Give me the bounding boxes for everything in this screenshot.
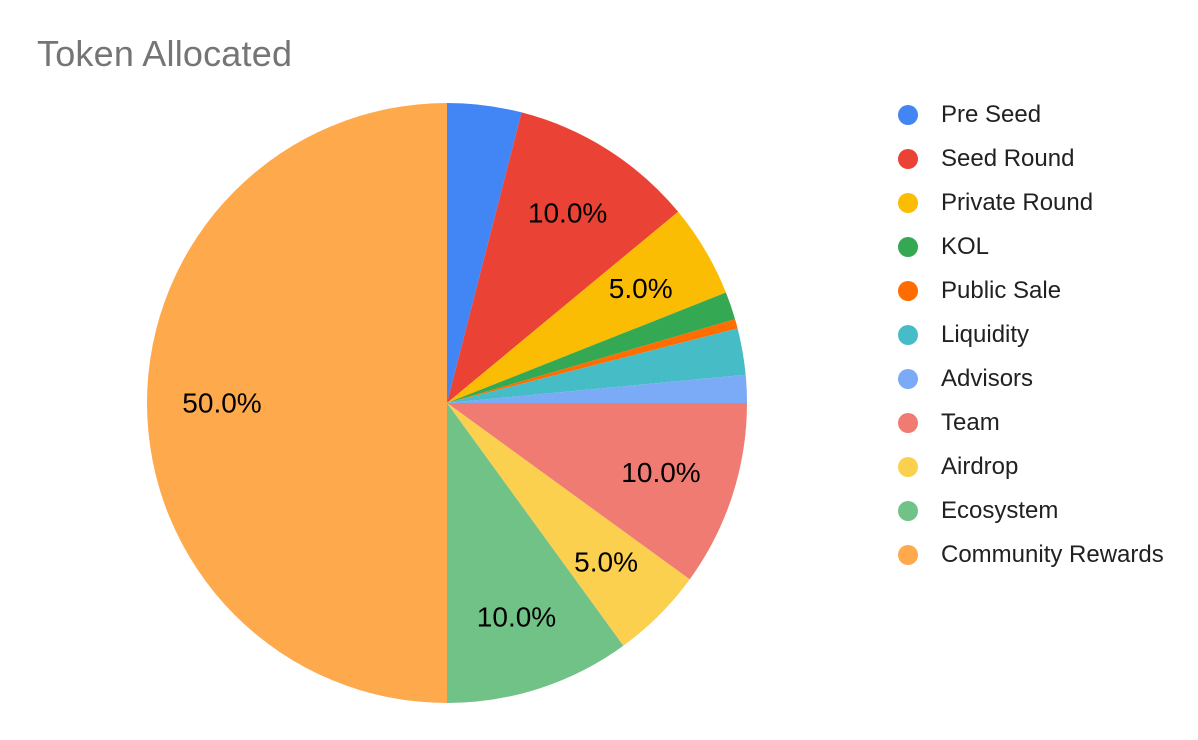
legend-label: Advisors bbox=[941, 365, 1034, 392]
chart-title: Token Allocated bbox=[37, 33, 293, 74]
pie-slice-airdrop[interactable] bbox=[447, 403, 690, 646]
legend-item-team[interactable]: Team bbox=[898, 401, 1164, 445]
pie-slice-ecosystem[interactable] bbox=[447, 403, 624, 703]
legend-item-airdrop[interactable]: Airdrop bbox=[898, 445, 1164, 489]
legend-swatch-icon bbox=[898, 281, 918, 301]
pie-slice-liquidity[interactable] bbox=[447, 328, 746, 403]
legend-swatch-icon bbox=[898, 325, 918, 345]
pie-slice-team[interactable] bbox=[447, 403, 747, 580]
legend-label: Community Rewards bbox=[941, 541, 1164, 568]
legend-label: Private Round bbox=[941, 189, 1094, 216]
legend-swatch-icon bbox=[898, 457, 918, 477]
legend-label: KOL bbox=[941, 233, 990, 260]
pie-slice-community-rewards[interactable] bbox=[147, 103, 447, 703]
legend-item-community-rewards[interactable]: Community Rewards bbox=[898, 533, 1164, 577]
legend-item-ecosystem[interactable]: Ecosystem bbox=[898, 489, 1164, 533]
pie-slice-advisors[interactable] bbox=[447, 374, 747, 403]
pie-slice-public-sale[interactable] bbox=[447, 319, 738, 403]
legend-swatch-icon bbox=[898, 369, 918, 389]
legend-item-liquidity[interactable]: Liquidity bbox=[898, 313, 1164, 357]
legend-item-public-sale[interactable]: Public Sale bbox=[898, 269, 1164, 313]
pie-slice-pre-seed[interactable] bbox=[447, 103, 522, 403]
slice-label-seed-round: 10.0% bbox=[528, 198, 607, 229]
legend-item-kol[interactable]: KOL bbox=[898, 225, 1164, 269]
pie-slice-seed-round[interactable] bbox=[447, 112, 679, 404]
legend-label: Ecosystem bbox=[941, 497, 1059, 524]
slice-label-ecosystem: 10.0% bbox=[477, 602, 556, 633]
pie-slice-kol[interactable] bbox=[447, 292, 736, 403]
slice-label-airdrop: 5.0% bbox=[574, 547, 638, 578]
legend-item-pre-seed[interactable]: Pre Seed bbox=[898, 93, 1164, 137]
legend-swatch-icon bbox=[898, 413, 918, 433]
legend-label: Team bbox=[941, 409, 1000, 436]
legend-swatch-icon bbox=[898, 545, 918, 565]
legend-swatch-icon bbox=[898, 149, 918, 169]
legend-item-advisors[interactable]: Advisors bbox=[898, 357, 1164, 401]
legend-swatch-icon bbox=[898, 501, 918, 521]
slice-label-community-rewards: 50.0% bbox=[182, 388, 261, 419]
legend-label: Seed Round bbox=[941, 145, 1075, 172]
pie-slice-private-round[interactable] bbox=[447, 211, 726, 403]
legend-swatch-icon bbox=[898, 193, 918, 213]
slice-label-private-round: 5.0% bbox=[609, 273, 673, 304]
legend-swatch-icon bbox=[898, 105, 918, 125]
legend-label: Pre Seed bbox=[941, 101, 1042, 128]
slice-label-team: 10.0% bbox=[621, 457, 700, 488]
chart-legend: Pre Seed Seed Round Private Round KOL Public… bbox=[898, 93, 1164, 577]
legend-item-seed-round[interactable]: Seed Round bbox=[898, 137, 1164, 181]
legend-item-private-round[interactable]: Private Round bbox=[898, 181, 1164, 225]
legend-label: Airdrop bbox=[941, 453, 1019, 480]
legend-label: Public Sale bbox=[941, 277, 1062, 304]
legend-label: Liquidity bbox=[941, 321, 1030, 348]
legend-swatch-icon bbox=[898, 237, 918, 257]
